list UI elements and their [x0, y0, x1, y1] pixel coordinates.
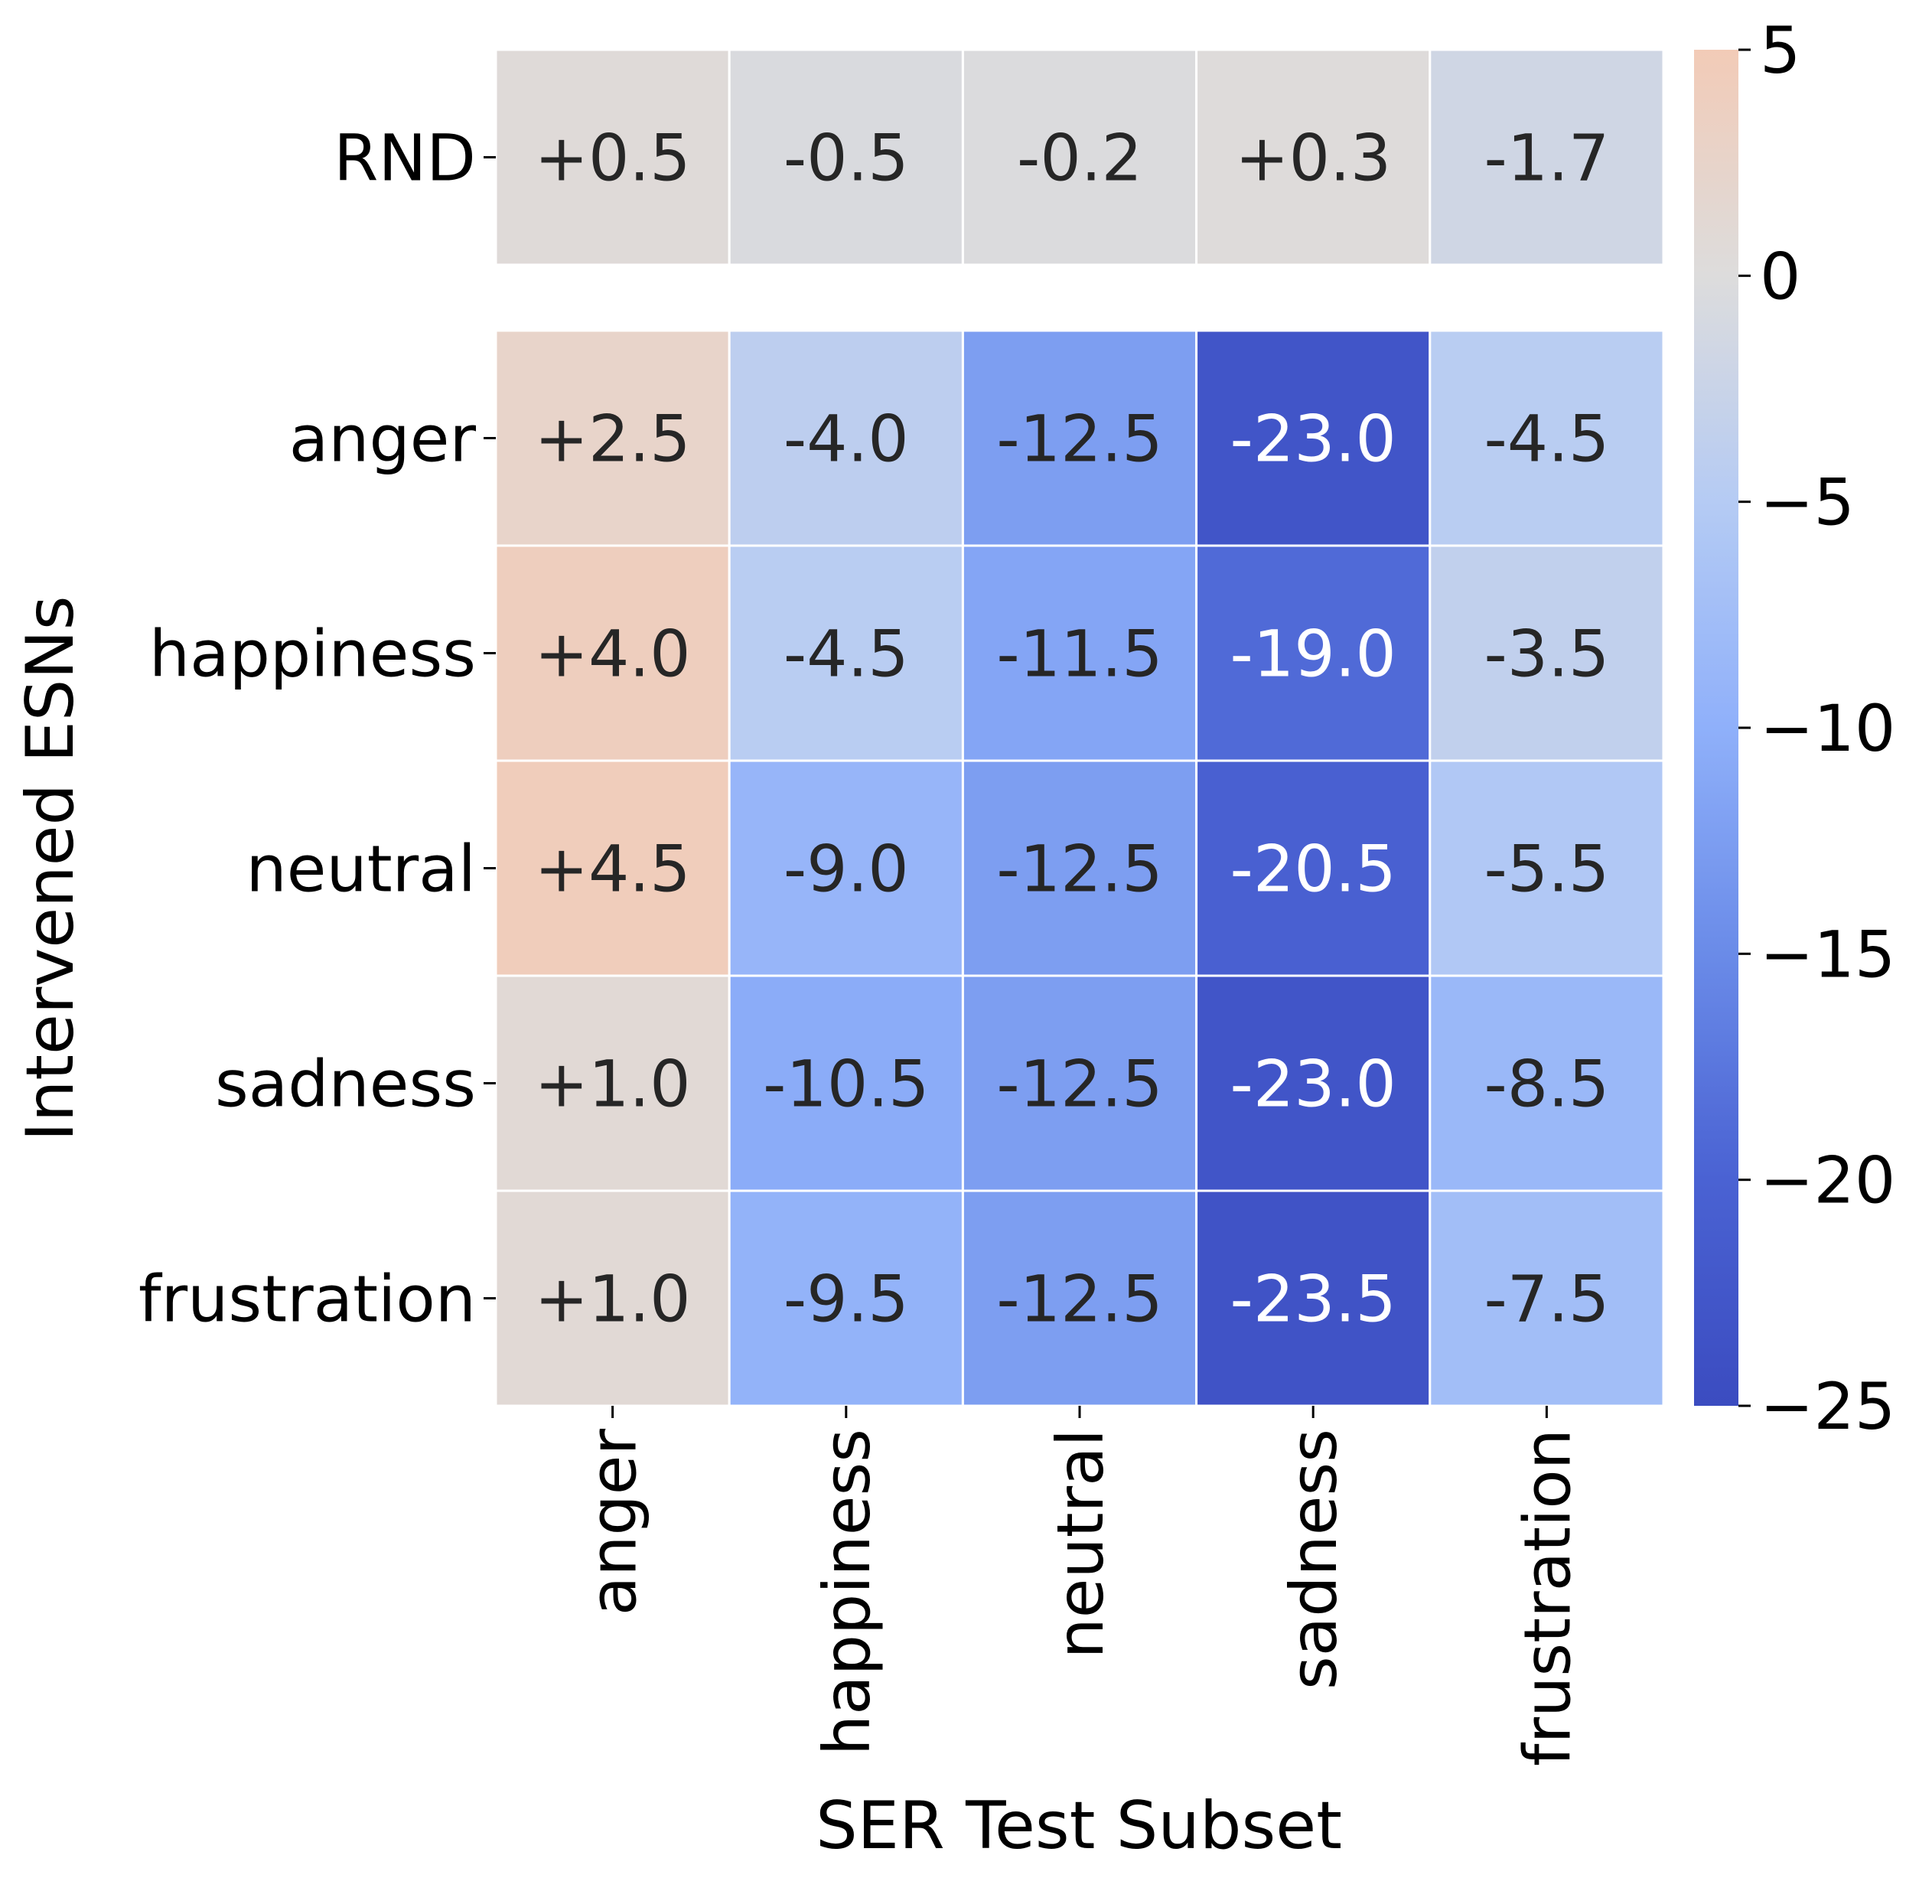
x-tick-label: sadness — [1276, 1429, 1351, 1690]
cell-value-label: -12.5 — [996, 1262, 1162, 1337]
y-tick-label: sadness — [215, 1047, 476, 1122]
heatmap-cell — [1195, 48, 1432, 266]
cell-value-label: -10.5 — [763, 1047, 929, 1122]
colorbar-tick-label: −5 — [1760, 465, 1855, 540]
heatmap-cell — [494, 974, 731, 1192]
x-tick-label: anger — [576, 1429, 651, 1616]
cell-value-label: -7.5 — [1484, 1262, 1609, 1337]
cell-value-label: +2.5 — [535, 402, 691, 477]
colorbar: 5 0 −5 −10 −15 −20 −25 — [1694, 13, 1895, 1444]
y-axis: RND anger happiness neutral sadness frustrati… — [138, 121, 496, 1337]
heatmap-cell — [1429, 48, 1665, 266]
x-tick-label: happiness — [810, 1429, 885, 1756]
cell-value-label: -3.5 — [1484, 617, 1609, 692]
y-tick-label: neutral — [246, 832, 476, 907]
heatmap-cell — [728, 544, 964, 762]
cell-value-label: -4.0 — [784, 402, 909, 477]
cell-value-label: +1.0 — [535, 1047, 691, 1122]
colorbar-tick-label: −20 — [1760, 1143, 1895, 1218]
cell-value-label: -0.5 — [784, 121, 909, 196]
cell-value-label: -23.0 — [1230, 1047, 1396, 1122]
x-tick-label: neutral — [1043, 1429, 1118, 1658]
heatmap-cell — [1429, 1189, 1665, 1407]
cell-value-label: -9.5 — [784, 1262, 909, 1337]
heatmap-cell — [961, 974, 1198, 1192]
colorbar-tick-label: 5 — [1760, 13, 1800, 88]
heatmap-cell — [961, 48, 1198, 266]
y-tick-label: anger — [289, 402, 477, 477]
heatmap-cell — [961, 759, 1198, 977]
cell-value-label: +0.3 — [1235, 121, 1391, 196]
cell-value-label: -23.0 — [1230, 402, 1396, 477]
heatmap-cell — [494, 329, 731, 547]
heatmap-cell — [728, 48, 964, 266]
heatmap-cell — [961, 329, 1198, 547]
cell-value-label: -12.5 — [996, 402, 1162, 477]
y-tick-label: RND — [334, 121, 476, 196]
heatmap-cell — [961, 544, 1198, 762]
x-axis-title: SER Test Subset — [816, 1788, 1342, 1864]
y-tick-label: happiness — [149, 617, 476, 692]
cell-value-label: -12.5 — [996, 832, 1162, 907]
cell-value-label: -11.5 — [996, 617, 1162, 692]
heatmap-cell — [1429, 974, 1665, 1192]
cell-value-label: -0.2 — [1017, 121, 1142, 196]
heatmap-cell — [728, 759, 964, 977]
y-tick-label: frustration — [138, 1262, 476, 1337]
cell-value-label: +1.0 — [535, 1262, 691, 1337]
x-tick-label: frustration — [1510, 1429, 1585, 1766]
cell-value-label: +4.0 — [535, 617, 691, 692]
heatmap-cell — [1195, 544, 1432, 762]
colorbar-tick-label: −15 — [1760, 917, 1895, 992]
cell-value-label: +4.5 — [535, 832, 691, 907]
cell-value-label: -5.5 — [1484, 832, 1609, 907]
colorbar-gradient — [1694, 50, 1738, 1406]
cell-value-label: +0.5 — [535, 121, 691, 196]
cell-value-label: -8.5 — [1484, 1047, 1609, 1122]
heatmap-cell — [961, 1189, 1198, 1407]
heatmap-cell — [1195, 1189, 1432, 1407]
cell-value-label: -23.5 — [1230, 1262, 1396, 1337]
heatmap-cell — [1195, 759, 1432, 977]
heatmap-cell — [1429, 759, 1665, 977]
heatmap-cell-labels: +0.5 -0.5 -0.2 +0.3 -1.7 +2.5 -4.0 -12.5 -23.0 -4… — [535, 121, 1610, 1337]
cell-value-label: -20.5 — [1230, 832, 1396, 907]
x-axis: anger happiness neutral sadness frustration — [576, 1406, 1585, 1766]
heatmap-cell — [728, 974, 964, 1192]
cell-value-label: -9.0 — [784, 832, 909, 907]
y-axis-title: Intervened ESNs — [12, 595, 89, 1141]
colorbar-tick-label: −25 — [1760, 1369, 1895, 1444]
heatmap-cells — [494, 48, 1665, 1407]
cell-value-label: -19.0 — [1230, 617, 1396, 692]
cell-value-label: -1.7 — [1484, 121, 1609, 196]
cell-value-label: -12.5 — [996, 1047, 1162, 1122]
heatmap-cell — [1429, 544, 1665, 762]
colorbar-tick-label: 0 — [1760, 239, 1800, 314]
cell-value-label: -4.5 — [1484, 402, 1609, 477]
heatmap-cell — [728, 1189, 964, 1407]
colorbar-tick-label: −10 — [1760, 691, 1895, 766]
heatmap-cell — [494, 48, 731, 266]
heatmap-cell — [1429, 329, 1665, 547]
cell-value-label: -4.5 — [784, 617, 909, 692]
